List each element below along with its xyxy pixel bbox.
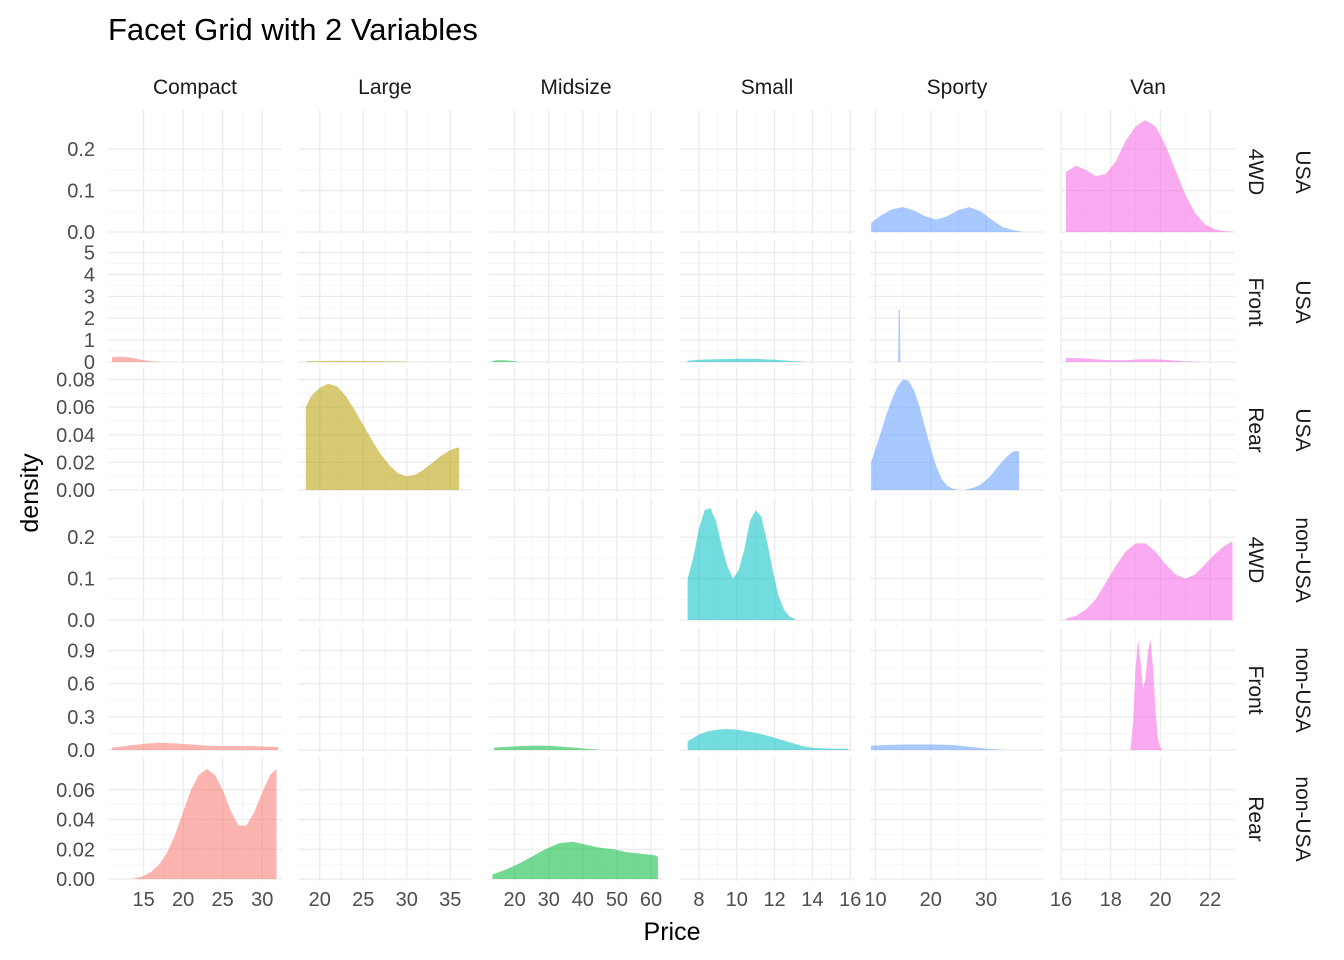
column-strip-label: Large [358,76,412,99]
density-area-large-usa-rear [305,383,459,490]
density-area-sporty-usa-front [898,309,901,362]
row-strip-label-origin: USA [1291,280,1314,323]
y-tick-label: 0.0 [67,740,95,762]
column-strip-label: Van [1130,76,1166,99]
row-strip-label-drive: Rear [1244,407,1267,453]
x-tick-label: 20 [172,889,194,911]
x-tick-label: 16 [839,889,861,911]
y-tick-label: 0.04 [56,810,95,832]
x-axis-label: Price [644,918,701,946]
density-area-sporty-usa-4wd [871,207,1022,232]
row-strip-label-origin: non-USA [1291,647,1314,732]
y-tick-label: 5 [84,243,95,265]
density-area-small-usa-front [687,358,805,362]
y-axis-label: density [16,453,44,533]
row-strip-label-drive: 4WD [1244,149,1267,196]
x-tick-label: 16 [1050,889,1072,911]
y-tick-label: 0.06 [56,397,95,419]
row-strip-label-origin: non-USA [1291,776,1314,861]
row-strip-label-drive: Front [1244,277,1267,326]
density-areas [112,120,1233,879]
y-tick-label: 0.9 [67,641,95,663]
column-strip-label: Small [741,76,794,99]
row-strip-label-drive: 4WD [1244,537,1267,584]
column-strip-label: Midsize [540,76,611,99]
y-tick-label: 0.6 [67,674,95,696]
x-tick-label: 22 [1199,889,1221,911]
y-tick-label: 0.2 [67,527,95,549]
x-tick-label: 20 [1149,889,1171,911]
density-area-van-non-usa-4wd [1066,541,1233,620]
y-tick-label: 0.08 [56,370,95,392]
density-area-large-usa-front [306,360,407,362]
y-tick-label: 0.3 [67,707,95,729]
column-strip-label: Compact [153,76,237,99]
x-tick-label: 35 [439,889,461,911]
row-strip-label-origin: USA [1291,408,1314,451]
x-tick-label: 12 [763,889,785,911]
density-area-sporty-non-usa-front [871,744,1003,750]
y-tick-label: 2 [84,308,95,330]
x-tick-label: 10 [864,889,886,911]
x-tick-label: 30 [251,889,273,911]
x-tick-label: 60 [640,889,662,911]
row-strip-label-origin: USA [1291,150,1314,193]
x-tick-label: 8 [693,889,704,911]
x-tick-label: 25 [212,889,234,911]
y-tick-label: 0.2 [67,139,95,161]
x-tick-label: 14 [801,889,823,911]
density-area-compact-non-usa-rear [131,768,277,879]
x-tick-label: 20 [503,889,525,911]
x-tick-label: 25 [352,889,374,911]
labels-layer: Compact Large Midsize Small Sporty Van 4WD USA F… [56,76,1314,911]
y-tick-label: 0.00 [56,869,95,891]
y-tick-label: 1 [84,330,95,352]
y-tick-label: 0 [84,352,95,374]
x-tick-label: 20 [309,889,331,911]
x-tick-label: 30 [975,889,997,911]
density-area-compact-usa-front [112,356,160,362]
density-area-van-non-usa-front [1130,639,1163,750]
x-tick-label: 15 [132,889,154,911]
y-tick-label: 0.06 [56,780,95,802]
x-tick-label: 20 [920,889,942,911]
x-tick-label: 30 [396,889,418,911]
density-area-midsize-usa-front [492,360,518,362]
x-tick-label: 10 [726,889,748,911]
density-area-midsize-non-usa-front [494,745,600,750]
x-tick-label: 18 [1100,889,1122,911]
x-tick-label: 40 [572,889,594,911]
chart-title: Facet Grid with 2 Variables [108,12,478,47]
y-tick-label: 0.0 [67,610,95,632]
y-tick-label: 0.04 [56,425,95,447]
y-tick-label: 0.1 [67,181,95,203]
density-area-van-usa-4wd [1066,120,1233,232]
y-tick-label: 0.02 [56,839,95,861]
y-tick-label: 0.00 [56,480,95,502]
y-tick-label: 0.1 [67,569,95,591]
density-area-small-non-usa-front [687,729,849,750]
y-tick-label: 0.02 [56,452,95,474]
x-tick-label: 50 [606,889,628,911]
column-strip-label: Sporty [927,76,988,99]
density-area-compact-non-usa-front [112,742,278,750]
density-area-midsize-non-usa-rear [492,841,658,879]
row-strip-label-drive: Front [1244,665,1267,714]
y-tick-label: 4 [84,264,95,286]
density-area-van-usa-front [1066,358,1201,362]
row-strip-label-origin: non-USA [1291,517,1314,602]
row-strip-label-drive: Rear [1244,796,1267,842]
density-area-sporty-usa-rear [871,379,1020,490]
x-tick-label: 30 [538,889,560,911]
y-tick-label: 3 [84,286,95,308]
grid-layer [108,110,1235,881]
density-area-small-non-usa-4wd [687,508,796,620]
y-tick-label: 0.0 [67,222,95,244]
